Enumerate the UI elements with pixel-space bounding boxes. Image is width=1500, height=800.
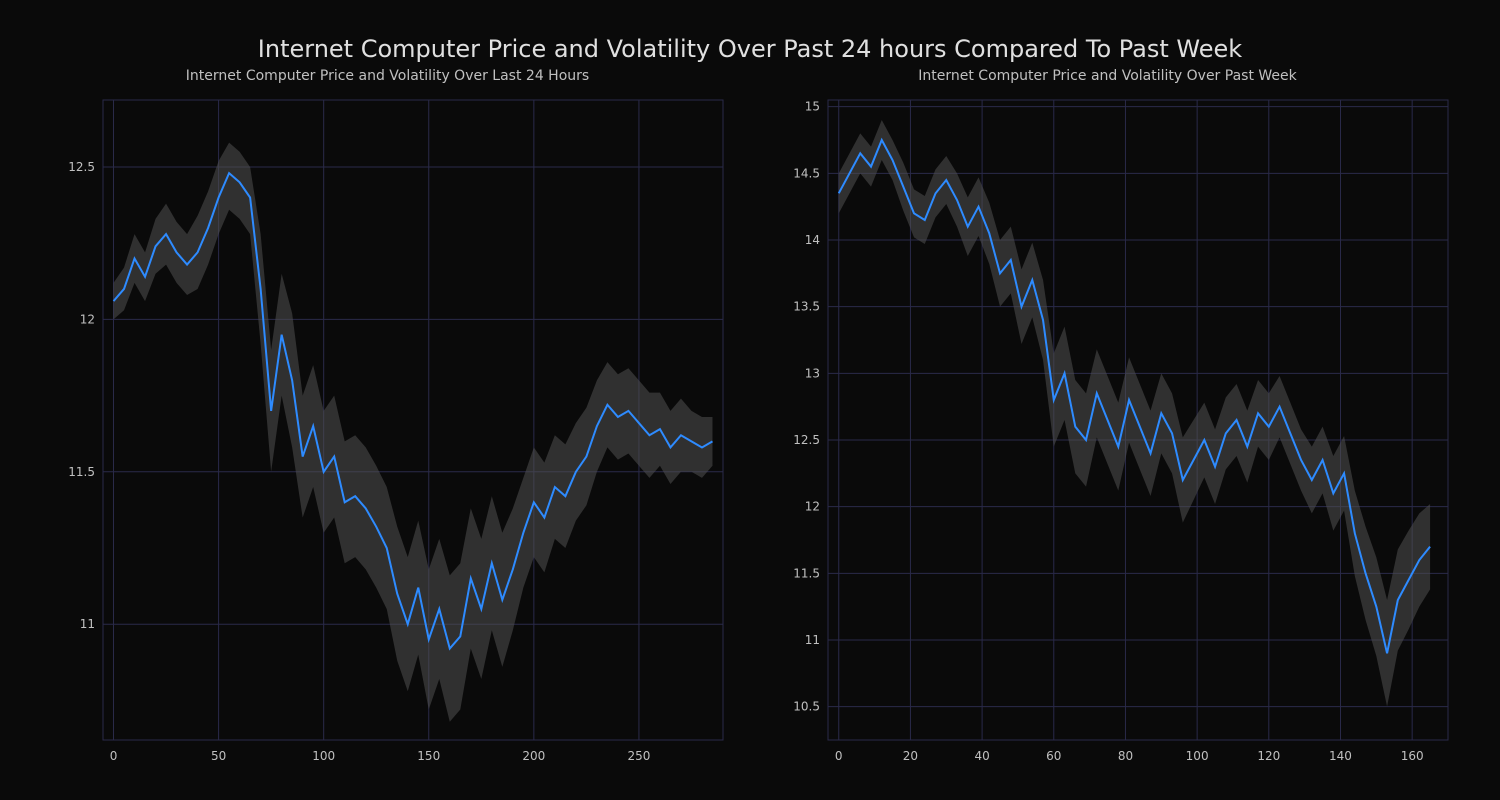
svg-text:0: 0 [834,749,842,763]
svg-text:100: 100 [1185,749,1208,763]
svg-text:11.5: 11.5 [793,566,820,580]
svg-text:40: 40 [974,749,989,763]
right-subtitle: Internet Computer Price and Volatility O… [758,68,1458,84]
left-subtitle: Internet Computer Price and Volatility O… [43,68,733,84]
svg-text:150: 150 [417,749,440,763]
svg-text:13.5: 13.5 [793,300,820,314]
left-chart-svg: 11 11.5 12 12.5 0 50 100 150 200 250 [43,90,733,780]
svg-text:13: 13 [804,366,819,380]
svg-text:14.5: 14.5 [793,166,820,180]
svg-text:0: 0 [109,749,117,763]
svg-text:11.5: 11.5 [68,465,95,479]
svg-text:11: 11 [79,617,94,631]
svg-text:12.5: 12.5 [793,433,820,447]
svg-text:60: 60 [1046,749,1061,763]
main-title: Internet Computer Price and Volatility O… [0,0,1500,68]
svg-text:250: 250 [627,749,650,763]
svg-text:140: 140 [1329,749,1352,763]
svg-text:80: 80 [1117,749,1132,763]
right-chart-panel: Internet Computer Price and Volatility O… [758,68,1458,780]
left-chart-panel: Internet Computer Price and Volatility O… [43,68,733,780]
svg-text:12.5: 12.5 [68,160,95,174]
svg-text:50: 50 [210,749,225,763]
svg-text:100: 100 [312,749,335,763]
svg-text:10.5: 10.5 [793,700,820,714]
svg-text:12: 12 [804,500,819,514]
svg-text:14: 14 [804,233,819,247]
svg-text:20: 20 [902,749,917,763]
svg-text:15: 15 [804,100,819,114]
right-chart-svg: 10.5 11 11.5 12 12.5 13 13.5 14 14.5 15 0 20 40 60 80 1… [758,90,1458,780]
svg-text:200: 200 [522,749,545,763]
svg-text:12: 12 [79,312,94,326]
charts-row: Internet Computer Price and Volatility O… [0,68,1500,780]
svg-text:120: 120 [1257,749,1280,763]
svg-text:11: 11 [804,633,819,647]
svg-text:160: 160 [1400,749,1423,763]
